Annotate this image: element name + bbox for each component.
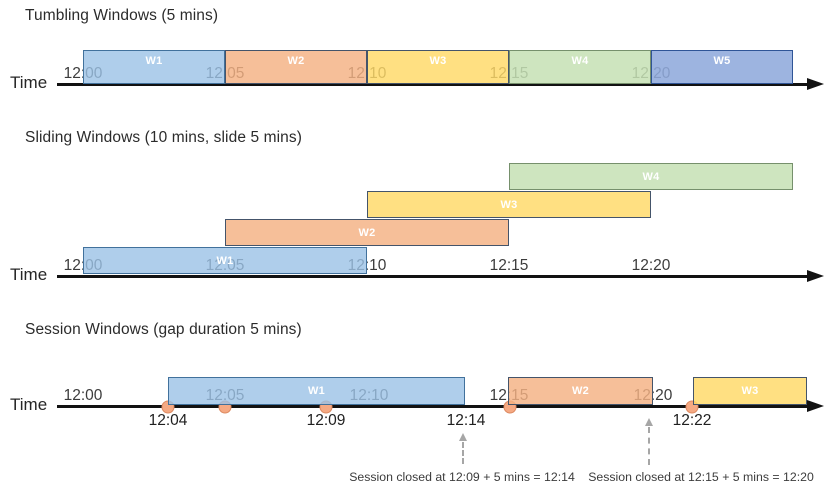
dashed-arrow-line: [648, 427, 650, 465]
window-box: W2: [225, 219, 509, 246]
window-label: W3: [500, 198, 518, 211]
time-axis-label: Time: [10, 265, 48, 284]
timeline: [57, 83, 807, 86]
timeline: [57, 405, 807, 408]
dashed-arrow-line: [462, 442, 464, 464]
section-title: Tumbling Windows (5 mins): [25, 7, 219, 24]
tick-label: 12:00: [63, 387, 103, 404]
event-time-label: 12:04: [148, 412, 188, 429]
window-label: W3: [429, 55, 447, 67]
window-box: W3: [693, 377, 807, 405]
time-axis-label: Time: [10, 73, 48, 92]
window-box: W2: [225, 50, 367, 84]
window-box: W1: [83, 50, 225, 84]
tick-label: 12:15: [489, 257, 529, 274]
window-box: W1: [83, 247, 367, 274]
window-box: W5: [651, 50, 793, 84]
window-label: W1: [216, 254, 234, 267]
tick-label: 12:20: [631, 257, 671, 274]
arrow-right-icon: [807, 399, 824, 412]
window-label: W4: [571, 55, 589, 67]
window-label: W2: [287, 55, 305, 67]
section-title: Sliding Windows (10 mins, slide 5 mins): [25, 129, 302, 146]
session-annotation: Session closed at 12:09 + 5 mins = 12:14: [349, 470, 575, 484]
window-box: W3: [367, 191, 651, 218]
window-label: W1: [145, 55, 163, 67]
window-box: W1: [168, 377, 465, 405]
window-label: W1: [307, 385, 326, 397]
time-axis-label: Time: [10, 395, 48, 414]
window-label: W5: [713, 55, 731, 67]
window-box: W3: [367, 50, 509, 84]
window-box: W2: [508, 377, 653, 405]
timeline: [57, 275, 807, 278]
event-time-label: 12:22: [672, 412, 712, 429]
arrow-up-icon: [645, 418, 653, 426]
window-label: W2: [358, 226, 376, 239]
window-box: W4: [509, 163, 793, 190]
window-label: W3: [741, 385, 759, 397]
window-label: W2: [571, 385, 590, 397]
section-title: Session Windows (gap duration 5 mins): [25, 321, 302, 338]
event-time-label: 12:09: [306, 412, 346, 429]
arrow-right-icon: [807, 77, 824, 90]
event-time-label: 12:14: [446, 412, 486, 429]
window-label: W4: [642, 170, 660, 183]
arrow-up-icon: [459, 433, 467, 441]
session-annotation: Session closed at 12:15 + 5 mins = 12:20: [588, 470, 814, 484]
arrow-right-icon: [807, 269, 824, 282]
window-box: W4: [509, 50, 651, 84]
